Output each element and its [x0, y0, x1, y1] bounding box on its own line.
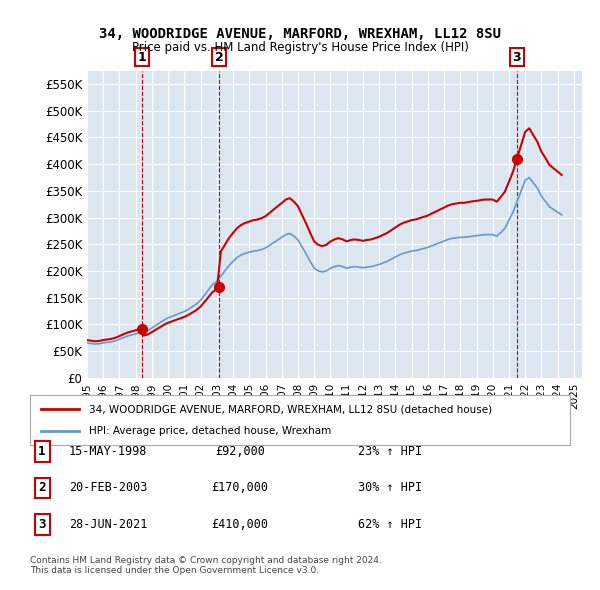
- Text: £410,000: £410,000: [212, 518, 269, 531]
- Text: 3: 3: [512, 51, 521, 64]
- Text: 34, WOODRIDGE AVENUE, MARFORD, WREXHAM, LL12 8SU: 34, WOODRIDGE AVENUE, MARFORD, WREXHAM, …: [99, 27, 501, 41]
- Text: 15-MAY-1998: 15-MAY-1998: [69, 445, 147, 458]
- Text: 3: 3: [38, 518, 46, 531]
- Text: £92,000: £92,000: [215, 445, 265, 458]
- Text: 20-FEB-2003: 20-FEB-2003: [69, 481, 147, 494]
- Text: 34, WOODRIDGE AVENUE, MARFORD, WREXHAM, LL12 8SU (detached house): 34, WOODRIDGE AVENUE, MARFORD, WREXHAM, …: [89, 404, 493, 414]
- Text: 28-JUN-2021: 28-JUN-2021: [69, 518, 147, 531]
- Text: 23% ↑ HPI: 23% ↑ HPI: [358, 445, 422, 458]
- Text: 30% ↑ HPI: 30% ↑ HPI: [358, 481, 422, 494]
- Text: 1: 1: [137, 51, 146, 64]
- Text: 2: 2: [215, 51, 223, 64]
- Text: 62% ↑ HPI: 62% ↑ HPI: [358, 518, 422, 531]
- Text: 1: 1: [38, 445, 46, 458]
- Text: HPI: Average price, detached house, Wrexham: HPI: Average price, detached house, Wrex…: [89, 427, 332, 437]
- Text: 2: 2: [38, 481, 46, 494]
- Text: £170,000: £170,000: [212, 481, 269, 494]
- Text: Contains HM Land Registry data © Crown copyright and database right 2024.
This d: Contains HM Land Registry data © Crown c…: [30, 556, 382, 575]
- Text: Price paid vs. HM Land Registry's House Price Index (HPI): Price paid vs. HM Land Registry's House …: [131, 41, 469, 54]
